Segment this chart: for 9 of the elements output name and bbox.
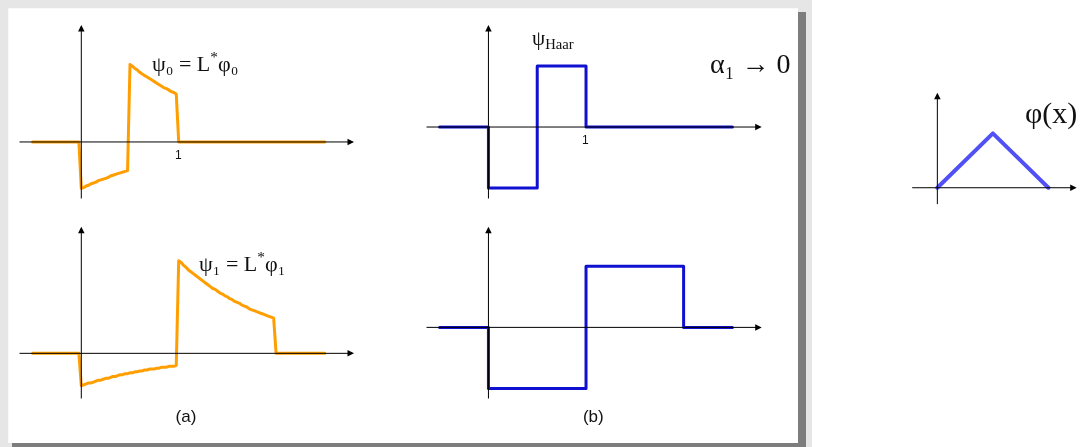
annotation: 1 — [582, 133, 589, 147]
series-label: ψ$_{Haar}$ — [532, 26, 574, 53]
annotation: α₁ → 0 — [710, 48, 791, 79]
x-axis-title: (a) — [175, 407, 197, 427]
series-label: φ(x) — [1025, 96, 1078, 130]
series-label: ψ₀ = L$^{*}$φ₀ — [152, 48, 239, 77]
x-axis-title: (b) — [582, 407, 604, 427]
series-label: ψ₁ = L$^{*}$φ₁ — [199, 248, 286, 277]
annotation: 1 — [175, 148, 182, 162]
